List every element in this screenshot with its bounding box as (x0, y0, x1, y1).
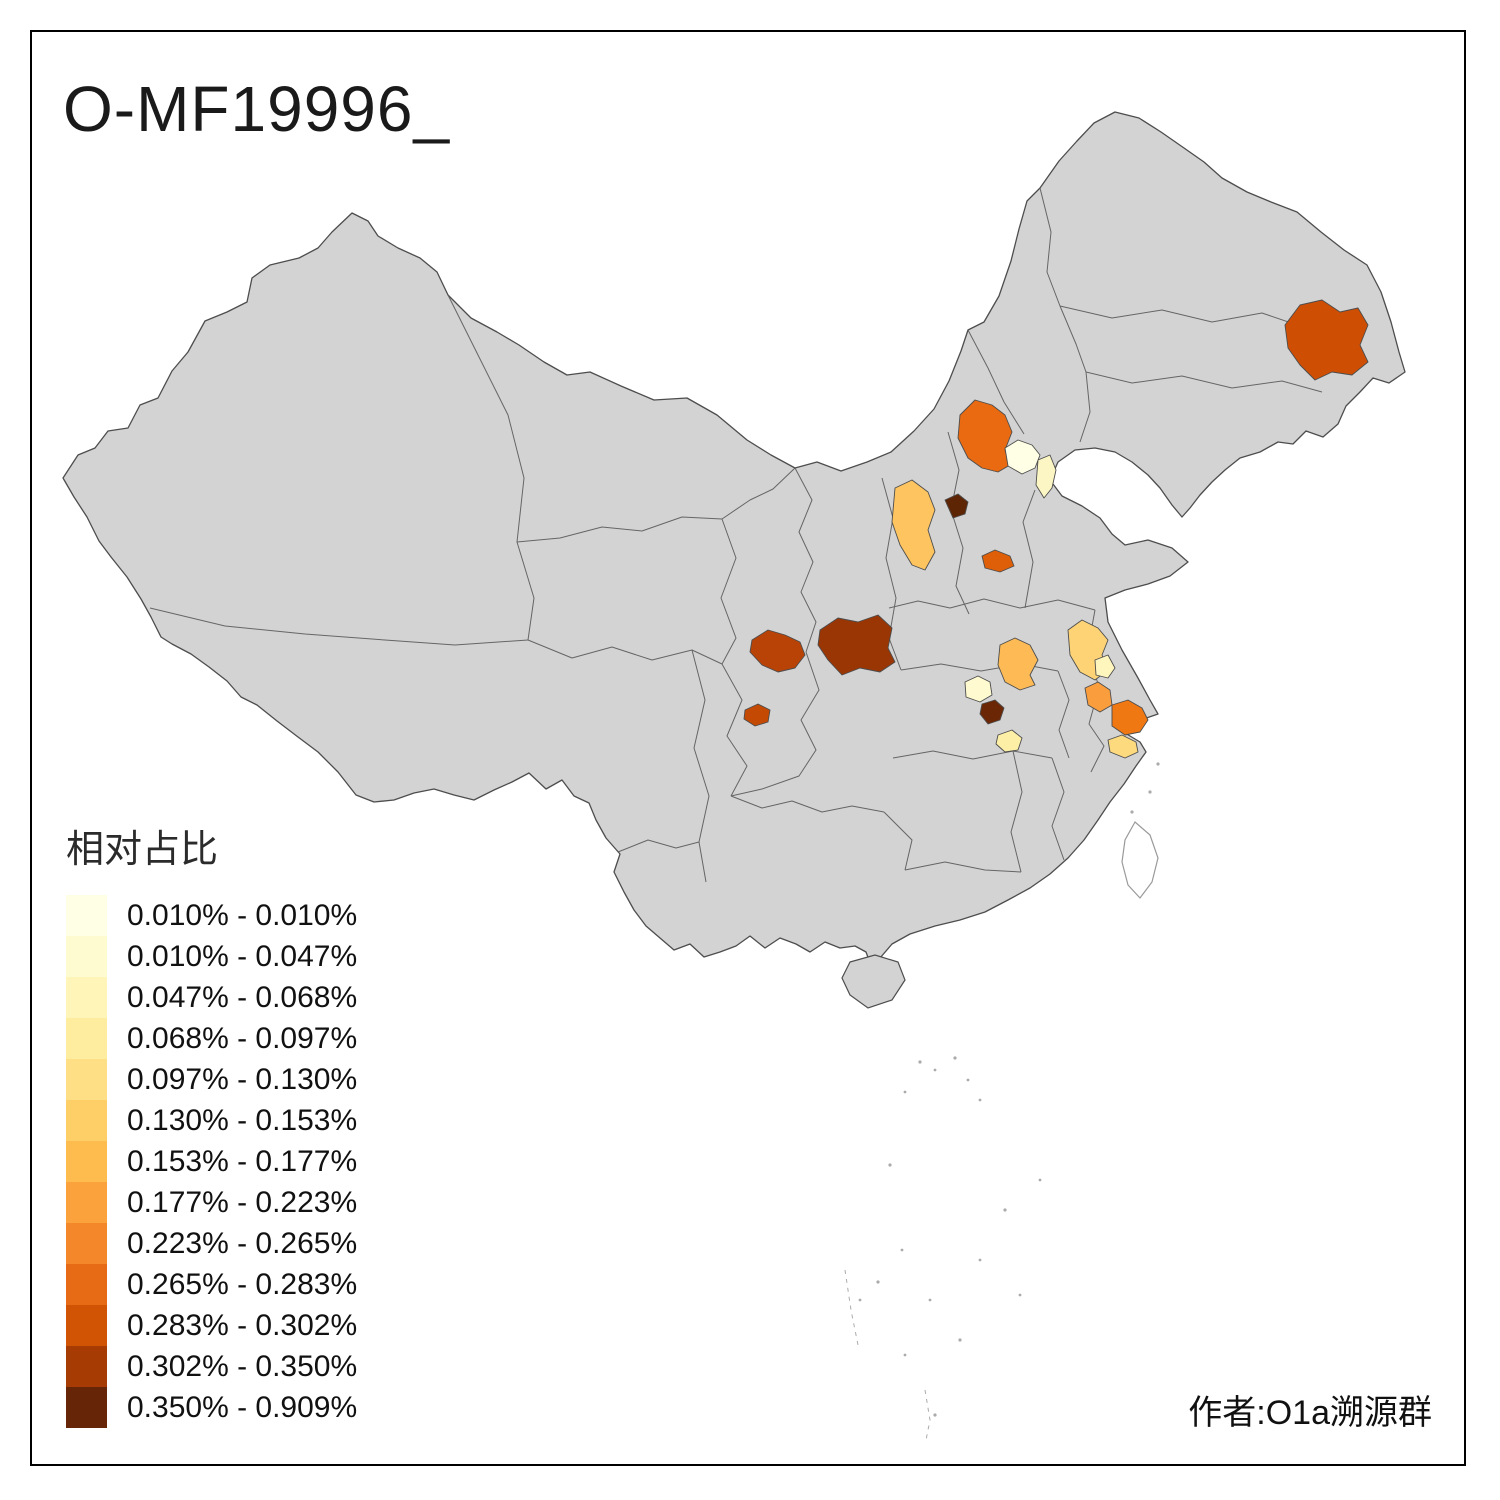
region-hubei-central-dark (979, 699, 1005, 725)
legend-label: 0.047% - 0.068% (127, 980, 358, 1014)
legend-title: 相对占比 (66, 829, 219, 871)
legend-swatch (66, 895, 107, 936)
region-anhui-north-light (1094, 654, 1116, 679)
region-tianjin-north (1035, 454, 1057, 499)
legend-swatch (66, 1059, 107, 1100)
region-shanghai-area (1111, 699, 1149, 736)
legend-label: 0.350% - 0.909% (127, 1390, 358, 1424)
legend-row: 0.153% - 0.177% (66, 1141, 357, 1182)
legend-row: 0.265% - 0.283% (66, 1264, 357, 1305)
region-chongqing-small (743, 703, 771, 727)
region-zhejiang-north-yellow (1107, 734, 1139, 759)
legend-label: 0.010% - 0.047% (127, 939, 358, 973)
legend-row: 0.068% - 0.097% (66, 1018, 357, 1059)
legend-swatch (66, 1264, 107, 1305)
region-henan-south (997, 637, 1039, 691)
hainan-island (841, 954, 906, 1009)
legend-label: 0.177% - 0.223% (127, 1185, 358, 1219)
attribution-text: 作者:O1a溯源群 (1188, 1394, 1432, 1432)
legend: 相对占比 0.010% - 0.010% 0.010% - 0.047% 0.0… (66, 818, 357, 1428)
legend-row: 0.130% - 0.153% (66, 1100, 357, 1141)
legend-label: 0.265% - 0.283% (127, 1267, 358, 1301)
legend-label: 0.302% - 0.350% (127, 1349, 358, 1383)
legend-row: 0.010% - 0.047% (66, 936, 357, 977)
legend-row: 0.302% - 0.350% (66, 1346, 357, 1387)
legend-label: 0.283% - 0.302% (127, 1308, 358, 1342)
legend-swatch (66, 1182, 107, 1223)
south-china-sea-islets (858, 762, 1160, 1417)
legend-row: 0.010% - 0.010% (66, 895, 357, 936)
legend-swatch (66, 977, 107, 1018)
region-hubei-south-yellow (995, 729, 1023, 753)
legend-row: 0.223% - 0.265% (66, 1223, 357, 1264)
region-shanxi-central (891, 479, 936, 571)
region-hebei-south (981, 549, 1015, 573)
legend-row: 0.350% - 0.909% (66, 1387, 357, 1428)
legend-label: 0.068% - 0.097% (127, 1021, 358, 1055)
legend-row: 0.047% - 0.068% (66, 977, 357, 1018)
region-jilin-east (1284, 299, 1369, 381)
page-title: O-MF19996_ (63, 73, 451, 145)
legend-swatch (66, 1346, 107, 1387)
region-shaanxi-central-dark (817, 614, 896, 676)
china-mainland (62, 111, 1406, 969)
highlight-regions (743, 299, 1369, 759)
legend-label: 0.130% - 0.153% (127, 1103, 358, 1137)
legend-row: 0.097% - 0.130% (66, 1059, 357, 1100)
legend-label: 0.223% - 0.265% (127, 1226, 358, 1260)
legend-label: 0.153% - 0.177% (127, 1144, 358, 1178)
region-shanxi-east-dark (944, 493, 969, 519)
region-gansu-south-dark (749, 629, 806, 673)
legend-swatch (66, 1100, 107, 1141)
taiwan-island (1121, 821, 1159, 899)
legend-row: 0.283% - 0.302% (66, 1305, 357, 1346)
legend-swatch (66, 1223, 107, 1264)
legend-row: 0.177% - 0.223% (66, 1182, 357, 1223)
legend-swatch (66, 1018, 107, 1059)
legend-label: 0.010% - 0.010% (127, 898, 358, 932)
legend-swatch (66, 1387, 107, 1428)
region-hubei-north-cream (964, 675, 993, 703)
legend-swatch (66, 1141, 107, 1182)
sea-dashed-lines (844, 1269, 931, 1441)
legend-swatch (66, 1305, 107, 1346)
legend-label: 0.097% - 0.130% (127, 1062, 358, 1096)
legend-swatch (66, 936, 107, 977)
legend-rows: 0.010% - 0.010% 0.010% - 0.047% 0.047% -… (66, 895, 357, 1428)
